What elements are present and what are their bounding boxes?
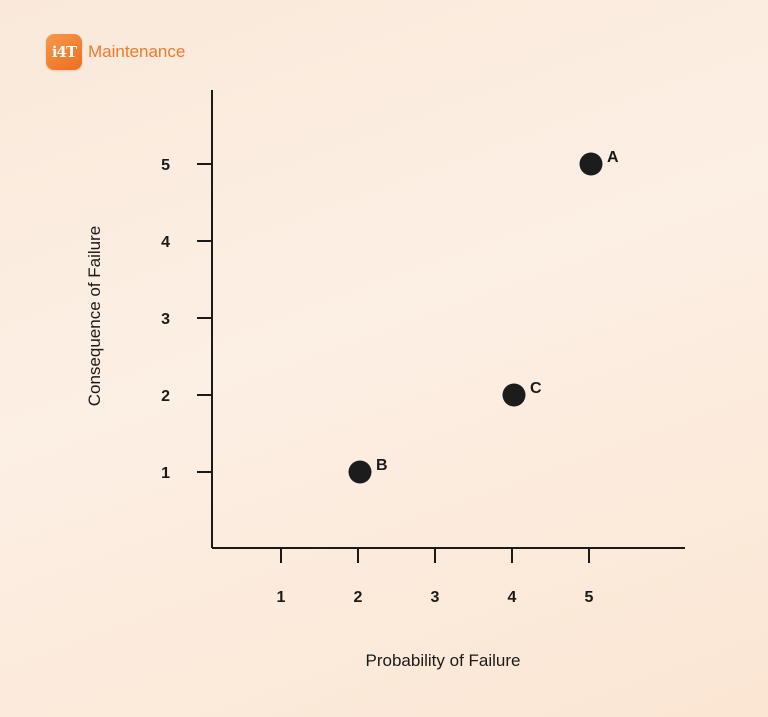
data-point-label-b: B <box>376 457 388 474</box>
y-tick-label-5: 5 <box>161 157 170 174</box>
y-tick-label-4: 4 <box>161 234 170 251</box>
x-tick-label-3: 3 <box>431 589 440 606</box>
x-axis-ticks: 1 2 3 4 5 <box>277 548 594 606</box>
x-tick-label-1: 1 <box>277 589 286 606</box>
x-tick-label-2: 2 <box>354 589 363 606</box>
y-tick-label-3: 3 <box>161 311 170 328</box>
data-point-a <box>579 152 603 176</box>
y-axis-title: Consequence of Failure <box>85 226 104 407</box>
data-point-label-a: A <box>607 149 619 166</box>
data-point-b <box>348 460 372 484</box>
brand-logo: i4T Maintenance <box>46 34 185 70</box>
y-tick-label-1: 1 <box>161 465 170 482</box>
x-tick-label-4: 4 <box>508 589 517 606</box>
data-points: A B C <box>348 149 619 484</box>
x-tick-label-5: 5 <box>585 589 594 606</box>
brand-name: Maintenance <box>88 42 186 61</box>
data-point-c <box>502 383 526 407</box>
y-axis-ticks: 1 2 3 4 5 <box>161 157 212 482</box>
x-axis-title: Probability of Failure <box>366 651 521 670</box>
data-point-label-c: C <box>530 380 542 397</box>
y-tick-label-2: 2 <box>161 388 170 405</box>
brand-logo-icon: i4T <box>46 34 82 70</box>
